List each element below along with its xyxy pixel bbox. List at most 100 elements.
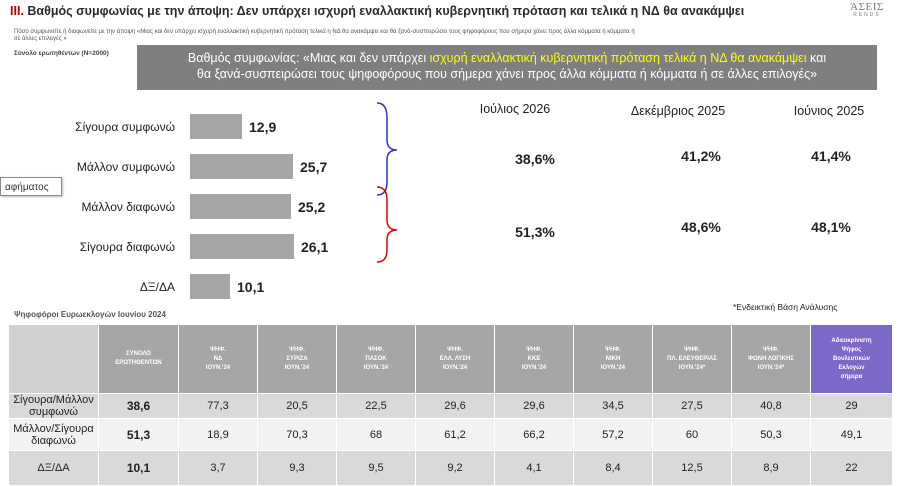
table-cell: 50,3 — [731, 418, 811, 451]
disagree-bracket — [376, 186, 398, 263]
bar-category-label: Σίγουρα συμφωνώ — [75, 120, 175, 134]
column-header-line: ΨΗΦ. — [684, 346, 700, 353]
table-row: Μάλλον/Σίγουρα διαφωνώ 51,3 18,9 70,3 68 61,2 6… — [8, 418, 893, 451]
sample-size: Σύνολο ερωτηθέντων (Ν=2000) — [14, 50, 109, 57]
disagree-value-dec2025: 48,6% — [681, 219, 721, 235]
agree-bracket — [376, 102, 398, 196]
table-cell: 27,5 — [652, 393, 732, 419]
table-row: ΔΞ/ΔΑ 10,1 3,7 9,3 9,5 9,2 4,1 8,4 12,5 8,9 22 — [8, 450, 893, 486]
table-column-header: ΨΗΦ. ΣΥΡΙΖΑ ΙΟΥΝ.'24 — [257, 324, 337, 394]
bar-category-label: ΔΞ/ΔΑ — [139, 280, 175, 294]
column-header-line: ΚΚΕ — [527, 355, 541, 362]
table-cell: 29 — [810, 393, 893, 419]
column-header-line: σήμερα — [840, 373, 863, 380]
banner-text-part1: Βαθμός συμφωνίας: «Μιας και δεν υπάρχει — [187, 51, 430, 65]
row-label-line: διαφωνώ — [31, 434, 76, 447]
page-title: III. Βαθμός συμφωνίας με την άποψη: Δεν … — [10, 4, 744, 18]
column-header-line: Ψήφος — [841, 346, 862, 353]
table-cell: 38,6 — [98, 393, 179, 419]
table-cell: 68 — [336, 418, 416, 451]
banner-text-part2: και — [806, 51, 827, 65]
tooltip-popup: αφήματος — [0, 177, 62, 196]
bar — [190, 234, 294, 259]
column-header-line: ΨΗΦ. — [210, 346, 226, 353]
row-label-line: Σίγουρα/Μάλλον — [13, 394, 94, 406]
brand-logo-line1: ΆΣΕΙΣ — [850, 1, 884, 13]
table-cell: 61,2 — [415, 418, 495, 451]
row-label: Μάλλον/Σίγουρα διαφωνώ — [8, 418, 99, 451]
section-number: III. — [10, 4, 24, 18]
table-cell: 9,2 — [415, 450, 495, 486]
comparison-header-jul2026: Ιούλιος 2026 — [479, 102, 551, 116]
column-header-line: ΠΛ. ΕΛΕΥΘΕΡΙΑΣ — [667, 355, 717, 362]
table-cell: 22,5 — [336, 393, 416, 419]
column-header-line: Αδιευκρίνιστη — [831, 337, 872, 344]
table-column-header: ΨΗΦ. ΝΙΚΗ ΙΟΥΝ.'24 — [573, 324, 653, 394]
table-cell: 18,9 — [178, 418, 258, 451]
disagree-value-jul2026: 51,3% — [515, 224, 555, 240]
table-cell: 3,7 — [178, 450, 258, 486]
column-header-line: ΙΟΥΝ.'24 — [284, 364, 310, 371]
column-header-line: ΙΟΥΝ.'24 — [521, 364, 547, 371]
agree-value-jul2026: 38,6% — [515, 151, 555, 167]
table-corner-cell — [8, 324, 99, 394]
column-header-line: ΦΩΝΗ ΛΟΓΙΚΗΣ — [748, 355, 794, 362]
banner-text-line2: θα ξανά-συσπειρώσει τους ψηφοφόρους που … — [196, 67, 818, 81]
table-column-header: ΨΗΦ. ΠΛ. ΕΛΕΥΘΕΡΙΑΣ ΙΟΥΝ.'24* — [652, 324, 732, 394]
column-header-line: ΨΗΦ. — [763, 346, 779, 353]
row-label-line: ΔΞ/ΔΑ — [37, 462, 70, 474]
bar-value-label: 26,1 — [301, 239, 329, 255]
table-row: Σίγουρα/Μάλλον συμφωνώ 38,6 77,3 20,5 22,5 29,… — [8, 393, 893, 419]
table-cell: 29,6 — [494, 393, 574, 419]
table-cell: 10,1 — [98, 450, 179, 486]
column-header-line: ΙΟΥΝ.'24 — [363, 364, 389, 371]
table-cell: 8,4 — [573, 450, 653, 486]
column-header-line: ΝΙΚΗ — [605, 355, 621, 362]
row-label-line: Μάλλον/Σίγουρα — [13, 422, 94, 435]
question-line1: Πόσο συμφωνείτε ή διαφωνείτε με την άποψ… — [14, 29, 635, 35]
column-header-line: ΙΟΥΝ.'24 — [205, 364, 231, 371]
table-cell: 57,2 — [573, 418, 653, 451]
crosstab-table: ΣΥΝΟΛΟ ΕΡΩΤΗΘΕΝΤΩΝ ΨΗΦ. ΝΔ ΙΟΥΝ.'24 ΨΗΦ. ΣΥΡΙΖ… — [8, 324, 893, 486]
bar-category-label: Μάλλον διαφωνώ — [81, 200, 175, 214]
table-cell: 51,3 — [98, 418, 179, 451]
row-label-line: συμφωνώ — [29, 406, 78, 418]
statement-banner: Βαθμός συμφωνίας: «Μιας και δεν υπάρχει … — [137, 45, 877, 90]
bar — [190, 274, 230, 299]
table-cell: 29,6 — [415, 393, 495, 419]
table-cell: 4,1 — [494, 450, 574, 486]
table-cell: 40,8 — [731, 393, 811, 419]
table-cell: 8,9 — [731, 450, 811, 486]
table-cell: 34,5 — [573, 393, 653, 419]
column-header-line: ΙΟΥΝ.'24 — [442, 364, 468, 371]
bar — [190, 194, 291, 219]
table-column-header: ΨΗΦ. ΚΚΕ ΙΟΥΝ.'24 — [494, 324, 574, 394]
agree-value-dec2025: 41,2% — [681, 148, 721, 164]
column-header-line: ΠΑΣΟΚ — [365, 355, 387, 362]
column-header-line: ΣΥΝΟΛΟ — [126, 351, 151, 357]
column-header-line: Εκλογών — [838, 364, 865, 371]
table-column-header: ΨΗΦ. ΕΛΛ. ΛΥΣΗ ΙΟΥΝ.'24 — [415, 324, 495, 394]
question-text: Πόσο συμφωνείτε ή διαφωνείτε με την άποψ… — [14, 29, 635, 43]
table-column-header: Αδιευκρίνιστη Ψήφος Βουλευτικών Εκλογών σήμε… — [810, 324, 893, 394]
basis-note: *Ενδεικτική Βάση Ανάλυσης — [733, 302, 838, 312]
brand-logo: ΆΣΕΙΣ RENDS — [840, 2, 894, 18]
table-cell: 49,1 — [810, 418, 893, 451]
table-cell: 9,3 — [257, 450, 337, 486]
bar-value-label: 12,9 — [249, 119, 277, 135]
column-header-line: ΕΡΩΤΗΘΕΝΤΩΝ — [115, 360, 162, 366]
table-column-header: ΨΗΦ. ΠΑΣΟΚ ΙΟΥΝ.'24 — [336, 324, 416, 394]
comparison-header-jun2025: Ιούνιος 2025 — [793, 104, 865, 118]
table-cell: 77,3 — [178, 393, 258, 419]
column-header-line: ΨΗΦ. — [605, 346, 621, 353]
column-header-line: ΨΗΦ. — [447, 346, 463, 353]
banner-highlight: ισχυρή εναλλακτική κυβερνητική πρόταση τ… — [429, 51, 807, 65]
table-cell: 22 — [810, 450, 893, 486]
column-header-line: ΨΗΦ. — [526, 346, 542, 353]
table-column-header: ΣΥΝΟΛΟ ΕΡΩΤΗΘΕΝΤΩΝ — [98, 324, 179, 394]
bar — [190, 154, 293, 179]
bar-value-label: 25,2 — [298, 199, 326, 215]
column-header-line: ΙΟΥΝ.'24* — [678, 364, 706, 371]
title-text: Βαθμός συμφωνίας με την άποψη: Δεν υπάρχ… — [27, 4, 745, 18]
agree-value-jun2025: 41,4% — [811, 148, 851, 164]
